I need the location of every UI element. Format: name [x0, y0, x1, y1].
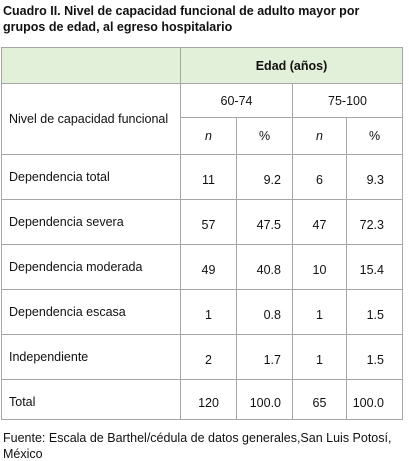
group-header: Edad (años) — [180, 47, 403, 84]
percent-cell: 0.8 — [236, 289, 293, 335]
percent-cell: 47.5 — [236, 199, 293, 245]
percent-cell: 1.7 — [236, 334, 293, 380]
percent-cell: 40.8 — [236, 244, 293, 290]
percent-cell: 1.5 — [346, 289, 403, 335]
subheader: n — [292, 117, 347, 155]
count-cell: 65 — [292, 379, 347, 420]
table-title: Cuadro II. Nivel de capacidad funcional … — [3, 4, 360, 34]
group-label: 60-74 — [180, 83, 293, 118]
count-cell: 2 — [180, 334, 237, 380]
row-label: Dependencia moderada — [1, 244, 181, 290]
percent-cell: 72.3 — [346, 199, 403, 245]
header-blank — [1, 47, 181, 84]
percent-cell: 100.0 — [346, 379, 403, 420]
count-cell: 6 — [292, 154, 347, 200]
percent-cell: 15.4 — [346, 244, 403, 290]
row-label: Dependencia severa — [1, 199, 181, 245]
percent-cell: 100.0 — [236, 379, 293, 420]
row-label: Dependencia total — [1, 154, 181, 200]
count-cell: 57 — [180, 199, 237, 245]
count-cell: 1 — [292, 289, 347, 335]
subheader: % — [236, 117, 293, 155]
row-label: Dependencia escasa — [1, 289, 181, 335]
count-cell: 120 — [180, 379, 237, 420]
count-cell: 1 — [180, 289, 237, 335]
percent-cell: 1.5 — [346, 334, 403, 380]
count-cell: 1 — [292, 334, 347, 380]
row-label: Independiente — [1, 334, 181, 380]
group-label: 75-100 — [292, 83, 403, 118]
count-cell: 10 — [292, 244, 347, 290]
row-header: Nivel de capacidad funcional — [1, 83, 181, 155]
row-label: Total — [1, 379, 181, 420]
footnote: Fuente: Escala de Barthel/cédula de dato… — [3, 431, 392, 461]
percent-cell: 9.2 — [236, 154, 293, 200]
count-cell: 47 — [292, 199, 347, 245]
count-cell: 49 — [180, 244, 237, 290]
percent-cell: 9.3 — [346, 154, 403, 200]
count-cell: 11 — [180, 154, 237, 200]
subheader: n — [180, 117, 237, 155]
subheader: % — [346, 117, 403, 155]
